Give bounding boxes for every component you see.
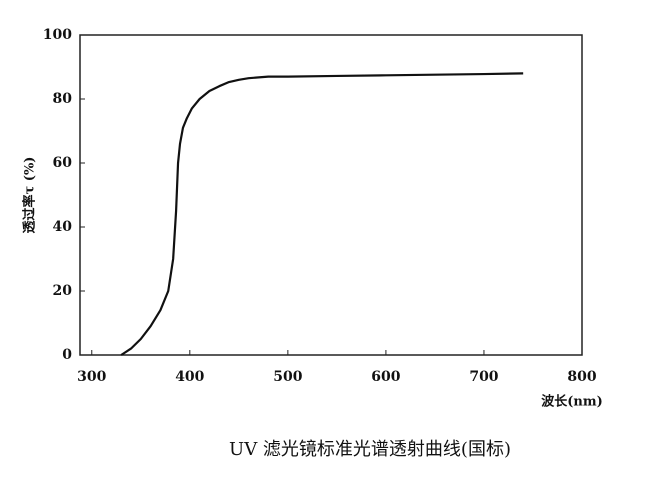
- chart-title: UV 滤光镜标准光谱透射曲线(国标): [229, 439, 511, 460]
- x-tick-label: 500: [273, 369, 302, 385]
- y-tick-label: 80: [53, 91, 73, 107]
- plot-frame: [79, 34, 583, 356]
- x-tick-label: 300: [77, 369, 106, 385]
- y-axis-label: 透过率τ (%): [22, 157, 38, 234]
- x-tick-label: 600: [371, 369, 400, 385]
- y-tick-label: 60: [53, 155, 73, 171]
- y-tick-label: 0: [62, 347, 72, 363]
- y-tick-label: 20: [53, 283, 73, 299]
- data-line: [120, 72, 524, 356]
- x-tick-label: 400: [175, 369, 204, 385]
- x-tick-label: 700: [469, 369, 498, 385]
- y-tick-label: 40: [53, 219, 73, 235]
- y-tick-label: 100: [43, 27, 72, 43]
- x-axis-label: 波长(nm): [541, 394, 603, 410]
- x-tick-label: 800: [567, 369, 596, 385]
